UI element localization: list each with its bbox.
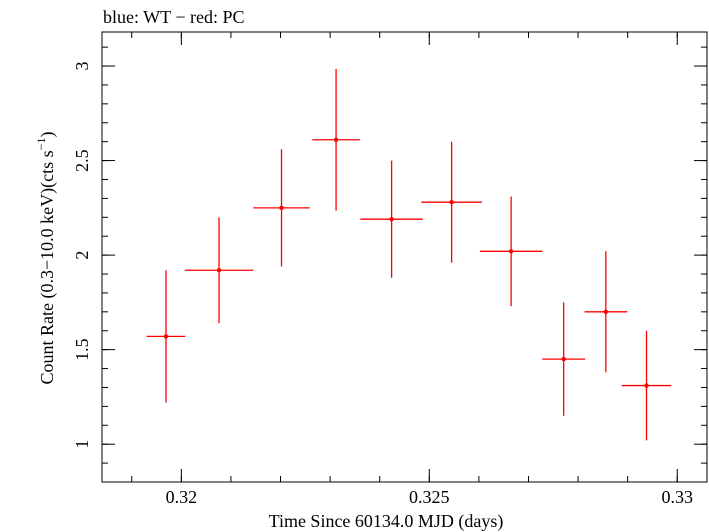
- axis-tick-labels: 0.32 0.325 0.33 1 1.5 2 2.5 3: [72, 62, 693, 507]
- x-axis-label: Time Since 60134.0 MJD (days): [269, 511, 504, 532]
- y-axis-label-main: Count Rate (0.3−10.0 keV)(cts s: [37, 150, 58, 384]
- data-marker: [333, 137, 339, 142]
- data-point: [312, 68, 360, 211]
- y-axis-label-exponent: −1: [34, 138, 48, 151]
- x-tick-label: 0.325: [409, 487, 450, 507]
- data-marker: [163, 334, 169, 339]
- y-tick-label: 2.5: [72, 149, 92, 172]
- data-point: [360, 160, 423, 278]
- data-marker: [561, 356, 566, 362]
- axis-ticks: [102, 32, 707, 483]
- data-point: [584, 251, 628, 373]
- data-marker: [449, 199, 454, 205]
- y-tick-label: 2: [72, 251, 92, 260]
- data-point: [184, 217, 254, 324]
- y-tick-label: 1.5: [72, 338, 92, 361]
- data-marker: [216, 268, 222, 273]
- chart-title: blue: WT − red: PC: [103, 7, 244, 27]
- y-axis-label-close: ): [37, 132, 58, 138]
- x-tick-label: 0.32: [166, 487, 198, 507]
- y-tick-label: 1: [72, 440, 92, 449]
- data-point: [542, 302, 586, 416]
- plot-frame: [101, 31, 708, 483]
- data-series: [146, 68, 672, 441]
- x-tick-label: 0.33: [661, 487, 693, 507]
- data-point: [621, 330, 672, 441]
- data-point: [253, 149, 310, 267]
- data-marker: [644, 383, 649, 388]
- data-marker: [389, 216, 394, 222]
- data-point: [146, 270, 186, 403]
- y-axis-label: Count Rate (0.3−10.0 keV)(cts s−1): [34, 132, 58, 385]
- y-tick-label: 3: [72, 62, 92, 71]
- data-marker: [603, 309, 609, 315]
- data-marker: [279, 205, 284, 211]
- data-point: [421, 141, 482, 263]
- data-marker: [508, 249, 514, 254]
- data-point: [479, 196, 543, 307]
